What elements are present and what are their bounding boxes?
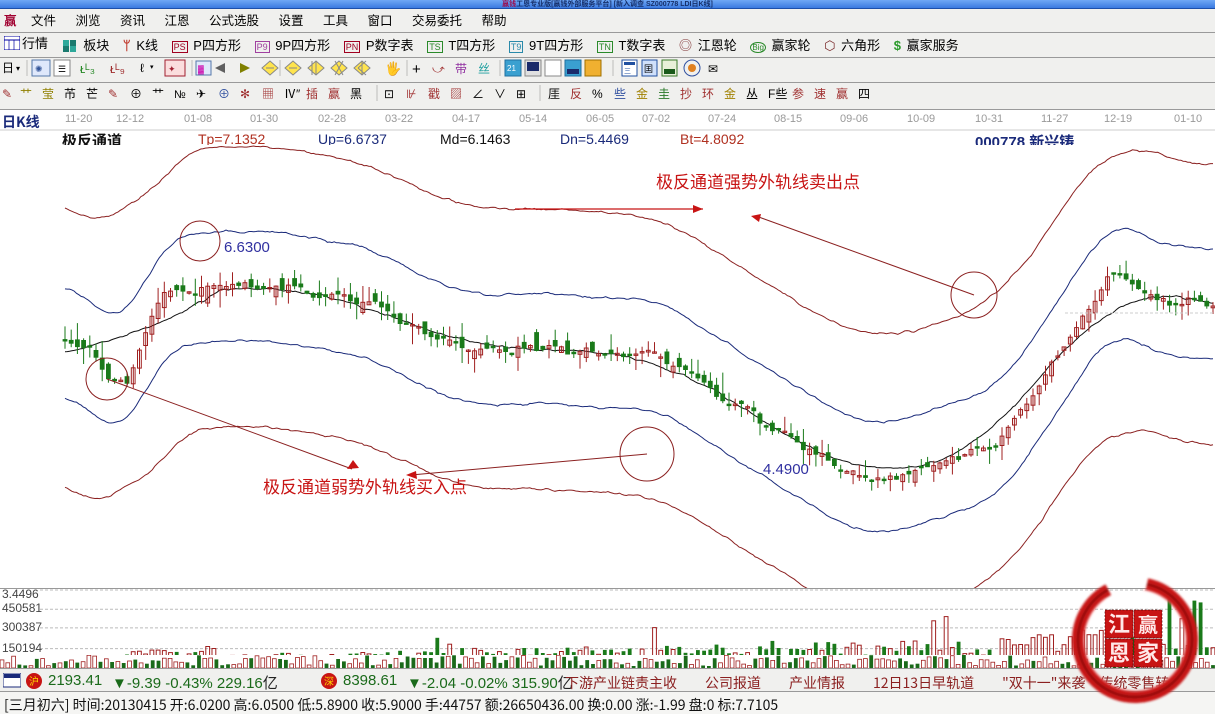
svg-text:戳: 戳 (428, 87, 440, 101)
svg-text:⊞: ⊞ (516, 87, 526, 101)
svg-text:环: 环 (702, 87, 714, 101)
svg-text:金: 金 (724, 86, 736, 101)
svg-text:赢: 赢 (1138, 609, 1158, 638)
svg-text:沪: 沪 (29, 673, 39, 688)
svg-text:三: 三 (624, 67, 631, 75)
svg-text:⊕: ⊕ (130, 87, 142, 101)
svg-text:450581: 450581 (2, 601, 42, 615)
svg-text:✎: ✎ (108, 87, 118, 101)
svg-text:▾: ▾ (16, 64, 20, 73)
svg-text:🖐: 🖐 (385, 60, 401, 77)
svg-text:艹: 艹 (20, 87, 32, 101)
svg-text:▓: ▓ (198, 65, 204, 75)
svg-text:▦: ▦ (262, 87, 274, 101)
svg-text:芒: 芒 (86, 86, 98, 101)
svg-text:反: 反 (570, 87, 582, 101)
svg-text:01-10: 01-10 (1174, 113, 1202, 125)
svg-text:+: + (412, 61, 421, 78)
svg-text:赢: 赢 (328, 86, 340, 101)
svg-text:10-09: 10-09 (907, 113, 935, 125)
svg-text:ᴌᴸ₉: ᴌᴸ₉ (110, 61, 125, 76)
svg-text:恩: 恩 (1108, 636, 1130, 668)
svg-text:07-02: 07-02 (642, 113, 670, 125)
svg-text:✦: ✦ (168, 64, 176, 74)
svg-text:06-05: 06-05 (586, 113, 614, 125)
svg-text:莹: 莹 (42, 87, 54, 101)
svg-text:赢: 赢 (836, 86, 848, 101)
svg-text:01-08: 01-08 (184, 113, 212, 125)
svg-text:些: 些 (614, 87, 626, 101)
svg-text:⊮: ⊮ (406, 87, 416, 101)
svg-text:⊡: ⊡ (384, 87, 394, 101)
svg-text:ℓ: ℓ (140, 61, 144, 75)
svg-text:04-17: 04-17 (452, 113, 480, 125)
svg-text:✉: ✉ (708, 62, 718, 76)
svg-text:丝: 丝 (478, 62, 490, 76)
svg-text:带: 带 (455, 62, 467, 76)
svg-text:∠: ∠ (472, 87, 484, 101)
svg-text:11-20: 11-20 (65, 113, 92, 125)
svg-text:▨: ▨ (450, 87, 462, 101)
svg-text:金: 金 (636, 86, 648, 101)
svg-text:02-28: 02-28 (318, 113, 346, 125)
svg-text:10-31: 10-31 (975, 113, 1003, 125)
svg-text:№: № (174, 89, 186, 101)
svg-text:江: 江 (1108, 607, 1130, 639)
svg-text:ᴌᴸ₃: ᴌᴸ₃ (80, 61, 95, 76)
svg-text:☰: ☰ (58, 64, 66, 74)
svg-text:厓: 厓 (548, 87, 560, 101)
svg-text:300387: 300387 (2, 620, 42, 634)
svg-text:12-12: 12-12 (116, 113, 144, 125)
svg-text:11-27: 11-27 (1041, 113, 1068, 125)
svg-text:抄: 抄 (680, 87, 692, 101)
svg-text:05-14: 05-14 (519, 113, 547, 125)
svg-text:21: 21 (507, 64, 516, 73)
svg-text:Ⅳ″: Ⅳ″ (284, 87, 301, 101)
svg-text:深: 深 (324, 673, 334, 688)
svg-text:✻: ✻ (240, 87, 250, 101)
svg-text:07-24: 07-24 (708, 113, 736, 125)
svg-text:08-15: 08-15 (774, 113, 802, 125)
svg-text:丛: 丛 (746, 87, 758, 101)
svg-text:F些: F些 (768, 87, 787, 101)
svg-text:圭: 圭 (658, 87, 670, 101)
svg-text:▾: ▾ (150, 64, 154, 71)
svg-text:∨: ∨ (494, 87, 506, 101)
svg-text:✺: ✺ (35, 64, 43, 74)
svg-text:芇: 芇 (64, 87, 76, 101)
svg-text:09-06: 09-06 (840, 113, 868, 125)
svg-text:四: 四 (858, 87, 870, 101)
svg-text:参: 参 (792, 86, 804, 101)
svg-text:12-19: 12-19 (1104, 113, 1132, 125)
svg-text:%: % (592, 87, 603, 101)
svg-text:⤻: ⤻ (432, 62, 445, 76)
svg-text:艹: 艹 (152, 87, 164, 101)
svg-text:✈: ✈ (196, 87, 206, 101)
svg-text:速: 速 (814, 87, 826, 101)
svg-text:日: 日 (2, 61, 14, 75)
svg-text:01-30: 01-30 (250, 113, 278, 125)
svg-text:插: 插 (306, 87, 318, 101)
svg-text:150194: 150194 (2, 641, 42, 655)
svg-text:⊕: ⊕ (218, 87, 230, 101)
svg-text:囯: 囯 (644, 64, 653, 74)
svg-text:✎: ✎ (2, 87, 12, 101)
svg-text:家: 家 (1137, 636, 1159, 668)
svg-text:黑: 黑 (350, 87, 362, 101)
svg-text:03-22: 03-22 (385, 113, 413, 125)
svg-text:3.4496: 3.4496 (2, 589, 39, 601)
